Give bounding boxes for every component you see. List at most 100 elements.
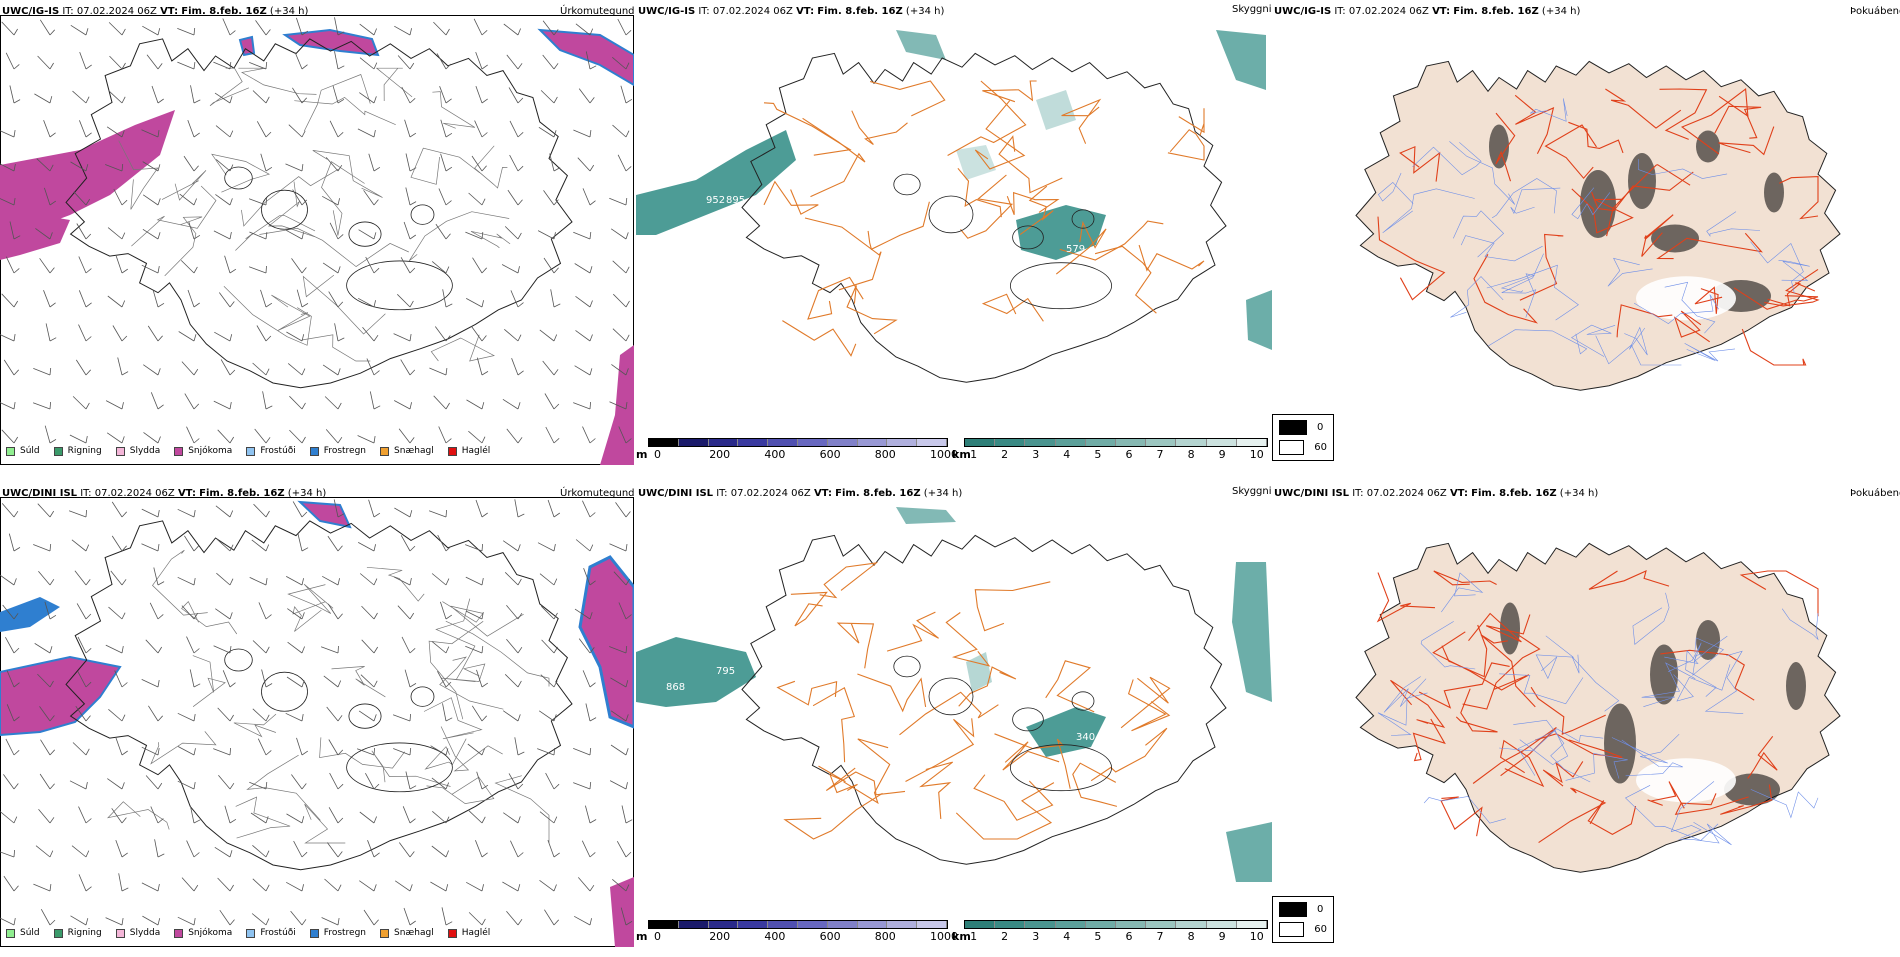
visibility-value-label: 340 xyxy=(1076,732,1095,743)
fog-key-low-label: 0 xyxy=(1317,422,1324,433)
legend-item-snjokoma: Snjókoma xyxy=(174,928,232,938)
precip-legend: Súld Rigning Slydda Snjókoma Frostúði Frostre… xyxy=(6,446,504,456)
glacier-outlines xyxy=(224,166,453,311)
legend-item-snaehagl: Snæhagl xyxy=(380,928,434,938)
legend-item-rigning: Rigning xyxy=(53,446,102,456)
legend-item-rigning: Rigning xyxy=(53,928,102,938)
road-network xyxy=(1377,572,1819,846)
legend-swatch xyxy=(6,446,15,456)
precip-product-name: Úrkomutegund xyxy=(560,6,635,17)
legend-item-frostudi: Frostúði xyxy=(246,928,296,938)
colorbar-swatches xyxy=(648,438,948,447)
row-igis: UWC/IG-IS IT: 07.02.2024 06Z VT: Fim. 8.… xyxy=(0,0,1900,475)
wind-barbs xyxy=(0,17,633,444)
vis-product-name: Skyggni xyxy=(1232,4,1272,15)
legend-item-frostudi: Frostúði xyxy=(246,446,296,456)
legend-label: Slydda xyxy=(129,928,161,938)
colorbar-tick: 3 xyxy=(1032,448,1040,461)
visibility-shading xyxy=(636,30,1272,350)
fog-index-shading xyxy=(1500,602,1806,806)
iceland-coastline xyxy=(65,38,573,389)
colorbar-tick: 400 xyxy=(764,448,786,461)
colorbar-tick: 600 xyxy=(819,930,841,943)
fog-product-name: Þokuábendi xyxy=(1850,6,1900,17)
colorbar-swatches xyxy=(964,438,1268,447)
colorbar-tick: 7 xyxy=(1156,448,1164,461)
visibility-map[interactable]: 795 868 340 xyxy=(636,502,1272,922)
fog-product-name: Þokuábendi xyxy=(1850,488,1900,499)
legend-label: Frostregn xyxy=(323,928,367,938)
visibility-value-label: 952 xyxy=(706,195,725,206)
legend-item-slydda: Slydda xyxy=(115,928,161,938)
colorbar-swatches xyxy=(648,920,948,929)
legend-swatch xyxy=(115,446,125,456)
colorbar-tick: 10 xyxy=(1249,930,1264,943)
legend-label: Snæhagl xyxy=(394,928,434,938)
row-dini: UWC/DINI ISL IT: 07.02.2024 06Z VT: Fim.… xyxy=(0,482,1900,957)
legend-swatch xyxy=(6,928,15,938)
colorbar-tick: 3 xyxy=(1032,930,1040,943)
visibility-colorbar: km 1 2 3 4 5 6 7 8 9 10 xyxy=(952,438,1268,461)
glacier-outlines xyxy=(893,173,1112,310)
fog-key: 0 60 xyxy=(1272,896,1334,943)
legend-label: Snjókoma xyxy=(188,446,233,456)
visibility-map[interactable]: 952 895 579 xyxy=(636,20,1272,440)
precip-type-panel: UWC/IG-IS IT: 07.02.2024 06Z VT: Fim. 8.… xyxy=(0,0,636,475)
legend-label: Súld xyxy=(20,928,40,938)
precip-map[interactable] xyxy=(0,15,634,465)
colorbar-tick: 400 xyxy=(764,930,786,943)
visibility-value-label: 868 xyxy=(666,682,685,693)
legend-swatch xyxy=(174,928,184,938)
fog-index-panel: UWC/IG-IS IT: 07.02.2024 06Z VT: Fim. 8.… xyxy=(1272,0,1900,475)
glacier-outlines xyxy=(893,655,1112,792)
legend-label: Haglél xyxy=(461,446,491,456)
road-network xyxy=(106,549,550,844)
fog-title: UWC/IG-IS IT: 07.02.2024 06Z VT: Fim. 8.… xyxy=(1274,6,1581,17)
legend-swatch xyxy=(53,446,63,456)
road-network xyxy=(776,562,1171,840)
model-name: UWC/IG-IS xyxy=(2,6,60,17)
colorbar-tick: 1 xyxy=(970,448,978,461)
colorbar-tick: 10 xyxy=(1249,448,1264,461)
colorbar-tick: 600 xyxy=(819,448,841,461)
colorbar-tick: 2 xyxy=(1001,930,1009,943)
ceiling-colorbar: m 0 200 400 600 800 1000 xyxy=(636,920,958,943)
legend-swatch xyxy=(309,446,319,456)
fog-key-high-label: 60 xyxy=(1314,924,1327,935)
legend-label: Snæhagl xyxy=(394,446,434,456)
legend-label: Frostúði xyxy=(260,446,296,456)
legend-item-frostregn: Frostregn xyxy=(309,446,367,456)
legend-label: Frostregn xyxy=(323,446,367,456)
precip-type-panel: UWC/DINI ISL IT: 07.02.2024 06Z VT: Fim.… xyxy=(0,482,636,957)
legend-swatch xyxy=(447,446,457,456)
precip-areas xyxy=(0,28,634,465)
colorbar-tick: 4 xyxy=(1063,448,1071,461)
fog-key-high-swatch xyxy=(1279,440,1305,455)
colorbar-tick: 6 xyxy=(1125,930,1133,943)
legend-item-frostregn: Frostregn xyxy=(309,928,367,938)
visibility-value-label: 795 xyxy=(716,666,735,677)
colorbar-unit: m xyxy=(636,448,648,461)
fog-index-panel: UWC/DINI ISL IT: 07.02.2024 06Z VT: Fim.… xyxy=(1272,482,1900,957)
precip-product-name: Úrkomutegund xyxy=(560,488,635,499)
road-network xyxy=(1377,87,1820,366)
legend-label: Rigning xyxy=(67,928,102,938)
road-network xyxy=(118,67,511,362)
visibility-panel: UWC/DINI ISL IT: 07.02.2024 06Z VT: Fim.… xyxy=(636,482,1272,957)
colorbar-unit: m xyxy=(636,930,648,943)
model-name: UWC/DINI ISL xyxy=(2,488,78,499)
iceland-coastline xyxy=(741,52,1227,383)
ceiling-colorbar: m 0 200 400 600 800 1000 xyxy=(636,438,958,461)
legend-swatch xyxy=(309,928,319,938)
fog-map[interactable] xyxy=(1272,502,1900,922)
legend-item-suld: Súld xyxy=(6,928,40,938)
legend-label: Rigning xyxy=(67,446,102,456)
legend-swatch xyxy=(174,446,184,456)
fog-key-low-label: 0 xyxy=(1317,904,1324,915)
precip-map[interactable] xyxy=(0,497,634,947)
legend-item-suld: Súld xyxy=(6,446,40,456)
colorbar-tick: 5 xyxy=(1094,448,1102,461)
fog-map[interactable] xyxy=(1272,20,1900,440)
precip-title: UWC/DINI ISL IT: 07.02.2024 06Z VT: Fim.… xyxy=(2,488,327,499)
legend-swatch xyxy=(53,928,63,938)
